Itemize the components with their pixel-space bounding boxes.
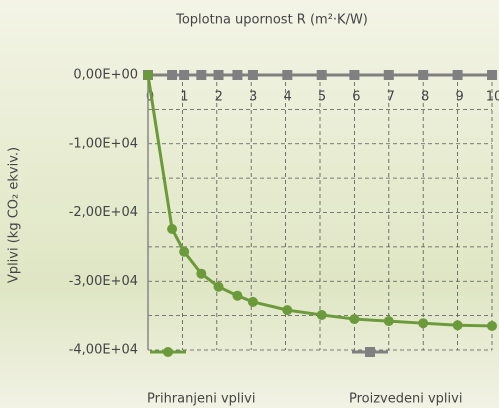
- y-axis-title: Vplivi (kg CO₂ ekviv.): [7, 147, 22, 283]
- y-tick-label: -1,00E+04: [69, 136, 138, 151]
- x-tick-label: 8: [421, 90, 429, 105]
- x-axis-title: Toplotna upornost R (m²·K/W): [175, 13, 368, 28]
- marker: [232, 290, 243, 301]
- marker: [179, 246, 190, 257]
- marker: [163, 347, 173, 357]
- y-tick-label: -2,00E+04: [69, 205, 138, 220]
- marker: [316, 309, 327, 320]
- marker: [282, 70, 293, 80]
- y-tick-label: -3,00E+04: [69, 274, 138, 289]
- marker: [383, 70, 394, 80]
- marker: [418, 318, 429, 329]
- marker: [383, 316, 394, 327]
- marker: [452, 70, 463, 80]
- legend-label: Proizvedeni vplivi: [349, 392, 462, 407]
- x-tick-label: 3: [249, 90, 257, 105]
- marker: [282, 305, 293, 316]
- x-tick-label: 2: [215, 90, 223, 105]
- marker: [316, 70, 327, 80]
- x-tick-label: 5: [318, 90, 326, 105]
- x-tick-label: 6: [352, 90, 360, 105]
- marker: [196, 268, 207, 279]
- marker: [487, 320, 497, 331]
- marker: [418, 70, 429, 80]
- marker: [213, 281, 224, 292]
- marker: [213, 70, 224, 80]
- marker: [247, 296, 258, 307]
- y-tick-label: -4,00E+04: [69, 343, 138, 358]
- x-tick-label: 9: [455, 90, 463, 105]
- marker: [167, 224, 178, 234]
- x-tick-label: 10: [486, 90, 499, 105]
- marker: [247, 70, 258, 80]
- x-tick-label: 4: [283, 90, 291, 105]
- legend-label: Prihranjeni vplivi: [147, 392, 255, 407]
- marker: [349, 314, 360, 325]
- marker: [179, 70, 190, 80]
- marker: [365, 347, 375, 357]
- marker: [487, 70, 497, 80]
- marker: [349, 70, 360, 80]
- marker: [167, 70, 178, 80]
- y-tick-label: 0,00E+00: [73, 68, 138, 83]
- x-tick-label: 1: [180, 90, 188, 105]
- marker: [232, 70, 243, 80]
- marker: [196, 70, 207, 80]
- x-tick-label: 7: [387, 90, 395, 105]
- marker: [452, 320, 463, 331]
- marker: [143, 70, 153, 80]
